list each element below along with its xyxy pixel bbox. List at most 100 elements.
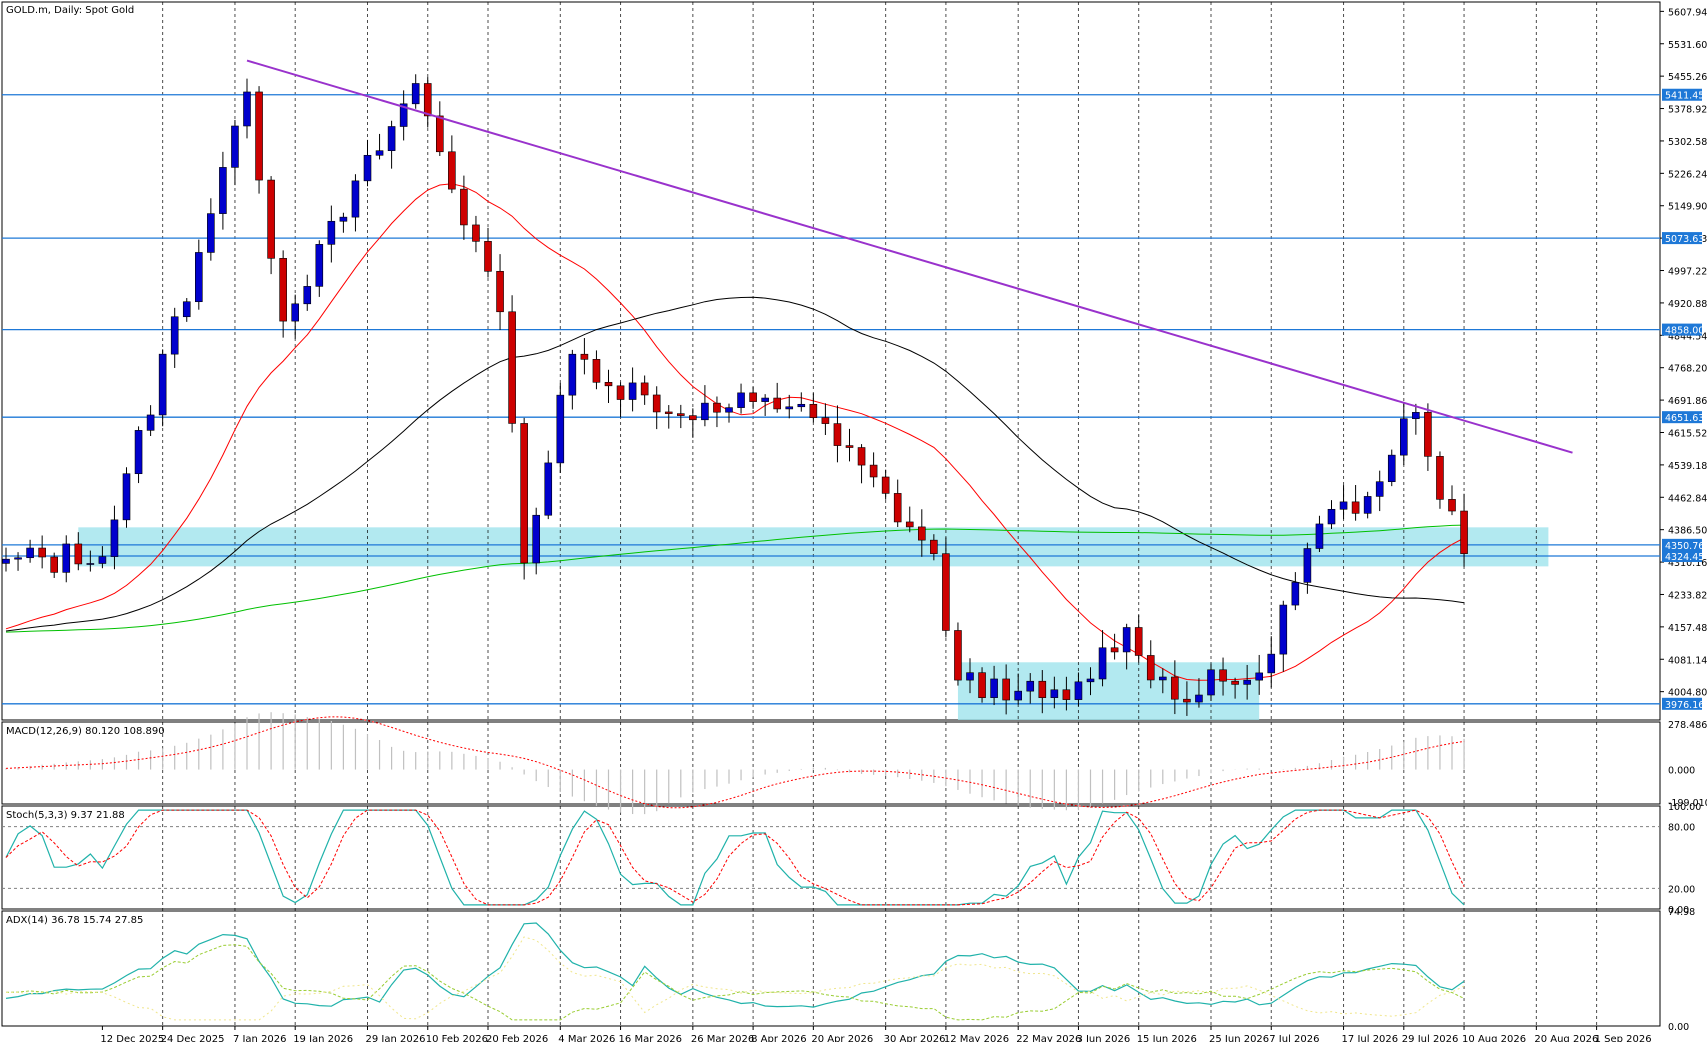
candle-body [930, 539, 938, 554]
candle-body [315, 244, 324, 287]
level-price-tag [1662, 232, 1702, 245]
adx-line [5, 922, 1465, 1008]
candle-body [1291, 582, 1300, 606]
price-tick-label: 4310.16 [1668, 558, 1707, 569]
candle-body [1327, 508, 1336, 525]
candle-body [785, 406, 794, 410]
price-tick-label: 5149.90 [1668, 202, 1707, 213]
candle-body [616, 385, 625, 400]
level-price-label: 5073.63 [1665, 234, 1704, 245]
candle-body [1424, 412, 1432, 457]
adx-pane-frame [1, 910, 1661, 1027]
candle-body [1412, 412, 1420, 420]
candle-body [86, 563, 95, 565]
candle-body [1086, 678, 1095, 683]
level-price-label: 4858.00 [1665, 326, 1704, 337]
candle-body [219, 167, 227, 214]
candle-body [134, 430, 143, 475]
price-tick-label: 5455.26 [1668, 72, 1707, 83]
price-tick-label: 5226.24 [1668, 169, 1707, 180]
date-tick-label: 8 Apr 2026 [751, 1034, 806, 1042]
candle-body [291, 303, 300, 322]
date-tick-label: 7 Jul 2026 [1269, 1034, 1319, 1042]
date-tick-label: 12 May 2026 [944, 1034, 1009, 1042]
candle-body [737, 392, 745, 408]
level-price-tag [1662, 697, 1702, 710]
candle-body [1255, 672, 1263, 681]
stoch-label: Stoch(5,3,3) 9.37 21.88 [6, 810, 125, 821]
candle-body [532, 514, 541, 564]
candle-body [713, 402, 721, 413]
candle-body [1448, 499, 1456, 512]
candle-body [1146, 655, 1155, 681]
date-tick-label: 16 Mar 2026 [619, 1034, 682, 1042]
price-tick-label: 5302.58 [1668, 137, 1707, 148]
date-tick-label: 25 Jun 2026 [1209, 1034, 1269, 1042]
candle-body [1303, 548, 1312, 583]
candle-body [978, 672, 986, 698]
candle-body [435, 115, 444, 153]
candle-body [50, 556, 59, 573]
candle-body [1351, 501, 1360, 514]
candle-body [1038, 680, 1047, 698]
date-tick-label: 20 Apr 2026 [811, 1034, 873, 1042]
candle-body [881, 476, 890, 494]
stoch-main-line [5, 809, 1465, 906]
candle-body [1279, 604, 1288, 655]
candle-body [568, 353, 577, 396]
candle-body [1339, 501, 1348, 510]
candle-body [917, 526, 926, 541]
candle-body [182, 301, 191, 318]
price-tick-label: 4691.86 [1668, 396, 1707, 407]
candle-body [207, 213, 215, 253]
candle-body [544, 462, 553, 516]
candle-body [1062, 689, 1071, 700]
candle-body [279, 258, 287, 322]
candle-body [1122, 627, 1131, 653]
price-tick-label: 4920.88 [1668, 299, 1707, 310]
candle-body [761, 397, 769, 402]
candle-body [98, 556, 107, 564]
candle-body [387, 126, 396, 151]
macd-pane-frame [1, 721, 1661, 805]
candle-body [423, 83, 432, 117]
date-tick-label: 15 Jun 2026 [1137, 1034, 1197, 1042]
date-tick-label: 22 May 2026 [1016, 1034, 1081, 1042]
date-tick-label: 10 Feb 2026 [426, 1034, 488, 1042]
candle-body [158, 353, 167, 416]
level-price-tag [1662, 550, 1702, 563]
candle-body [1159, 676, 1167, 681]
candle-body [496, 271, 504, 313]
candle-body [580, 353, 589, 360]
candle-body [1098, 647, 1107, 680]
main-pane-frame [1, 1, 1661, 721]
candle-body [122, 473, 131, 521]
macd-tick-label: 0.000 [1668, 766, 1695, 777]
candle-body [327, 220, 336, 245]
candle-body [1460, 510, 1468, 554]
date-tick-label: 7 Jan 2026 [233, 1034, 287, 1042]
date-tick-label: 10 Aug 2026 [1462, 1034, 1526, 1042]
candle-body [339, 216, 348, 222]
candle-body [1134, 627, 1143, 656]
candle-body [62, 543, 71, 573]
macd-tick-label: 278.486 [1668, 720, 1707, 731]
candle-body [628, 382, 637, 400]
candle-body [869, 464, 878, 478]
candle-body [1400, 418, 1408, 456]
candle-body [942, 553, 950, 631]
level-price-tag [1662, 323, 1702, 336]
price-tick-label: 4386.50 [1668, 526, 1707, 537]
price-tick-label: 4004.80 [1668, 688, 1707, 699]
level-price-label: 4350.76 [1665, 541, 1704, 552]
candle-body [520, 423, 528, 564]
date-tick-label: 29 Jul 2026 [1402, 1034, 1459, 1042]
candle-body [701, 402, 709, 421]
candle-body [1243, 679, 1251, 685]
candles [2, 74, 1468, 716]
candle-body [448, 151, 456, 190]
moving-average-200 [5, 524, 1465, 633]
candle-body [484, 241, 492, 272]
